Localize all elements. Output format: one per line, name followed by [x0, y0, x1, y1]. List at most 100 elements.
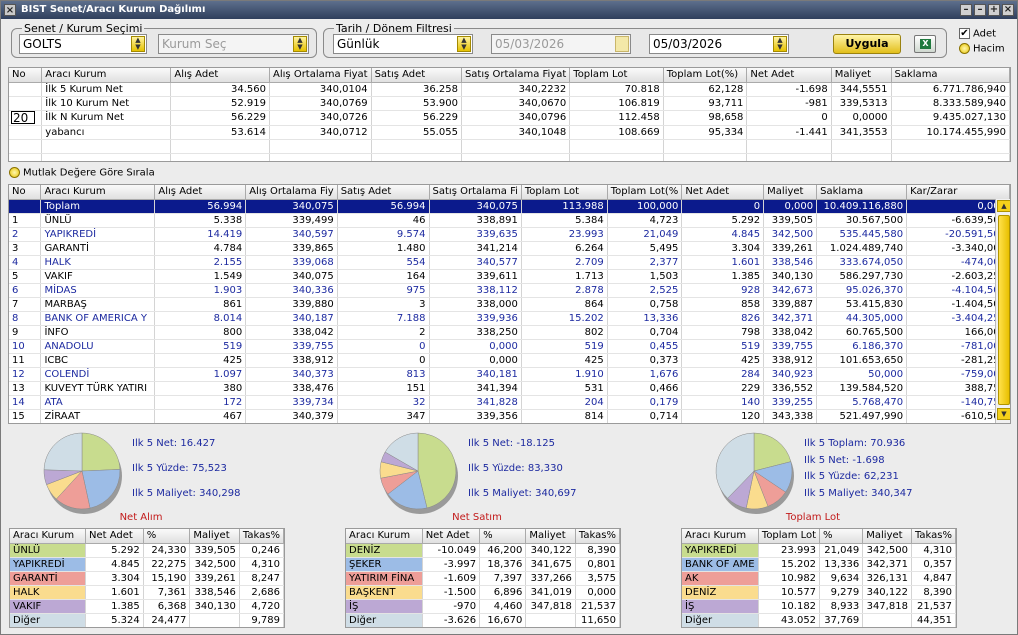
column-header[interactable]: Aracı Kurum — [41, 68, 172, 83]
column-header[interactable]: Saklama — [816, 185, 908, 200]
column-header[interactable]: Saklama — [891, 68, 1010, 83]
table-row[interactable]: GARANTİ 3.304 15,190 339,261 8,247 — [10, 571, 284, 586]
main-grid[interactable]: No Aracı Kurum Alış Adet Alış Ortalama Fiy S… — [8, 184, 1011, 424]
column-header[interactable]: Kar/Zarar — [906, 185, 1010, 200]
column-header[interactable]: Takas% — [239, 529, 284, 544]
table-row[interactable]: 5 VAKIF 1.549 340,075 164 339,611 1.713 1,503 1.… — [9, 269, 1010, 284]
end-date-field[interactable]: 05/03/2026 ▲ ▼ — [649, 34, 789, 54]
column-header[interactable]: % — [819, 529, 864, 544]
period-select[interactable]: Günlük ▲ ▼ — [333, 34, 473, 54]
table-row[interactable]: BAŞKENT -1.500 6,896 341,019 0,000 — [346, 585, 620, 600]
table-row[interactable]: 11 ICBC 425 338,912 0 0,000 425 0,373 425 338,912… — [9, 353, 1010, 368]
summary-row[interactable]: İlk 5 Kurum Net 34.560 340,0104 36.258 340,2… — [9, 82, 1010, 97]
table-row[interactable]: BANK OF AME 15.202 13,336 342,371 0,357 — [682, 557, 956, 572]
column-header[interactable]: Net Adet — [746, 68, 832, 83]
column-header[interactable]: Net Adet — [422, 529, 481, 544]
close-window-icon[interactable]: × — [1002, 4, 1014, 16]
chevron-updown-icon[interactable]: ▲ ▼ — [773, 36, 787, 52]
column-header[interactable]: Takas% — [911, 529, 956, 544]
table-row[interactable]: HALK 1.601 7,361 338,546 2,686 — [10, 585, 284, 600]
chevron-updown-icon[interactable]: ▲ ▼ — [131, 36, 145, 52]
table-row[interactable]: ŞEKER -3.997 18,376 341,675 0,801 — [346, 557, 620, 572]
column-header[interactable]: Alış Ortalama Fiyat — [269, 68, 372, 83]
table-row[interactable]: Diğer -3.626 16,670 11,650 — [346, 613, 620, 627]
column-header[interactable]: Aracı Kurum — [682, 529, 759, 544]
table-row[interactable]: 3 GARANTİ 4.784 339,865 1.480 341,214 6.264 5,4… — [9, 241, 1010, 256]
start-date-field[interactable]: 05/03/2026 — [491, 34, 631, 54]
summary-row[interactable]: İlk 10 Kurum Net 52.919 340,0769 53.900 340,… — [9, 96, 1010, 111]
column-header[interactable]: Toplam Lot(% — [607, 185, 683, 200]
column-header[interactable]: No — [9, 185, 42, 200]
chevron-updown-icon[interactable]: ▲ ▼ — [293, 36, 307, 52]
column-header[interactable]: Net Adet — [85, 529, 144, 544]
kurum-select[interactable]: Kurum Seç ▲ ▼ — [158, 34, 309, 54]
scroll-thumb[interactable] — [998, 215, 1010, 405]
column-header[interactable]: Maliyet — [831, 68, 892, 83]
column-header[interactable]: Maliyet — [862, 529, 912, 544]
table-row[interactable]: 7 MARBAŞ 861 339,880 3 338,000 864 0,758 858 339,… — [9, 297, 1010, 312]
column-header[interactable]: Satış Ortalama Fiyat — [461, 68, 571, 83]
column-header[interactable]: Toplam Lot(%) — [663, 68, 748, 83]
column-header[interactable]: Satış Adet — [371, 68, 462, 83]
table-row[interactable]: YAPIKREDİ 4.845 22,275 342,500 4,310 — [10, 557, 284, 572]
scroll-up-icon[interactable]: ▲ — [997, 200, 1010, 212]
table-row[interactable]: 6 MİDAS 1.903 340,336 975 338,112 2.878 2,525 92… — [9, 283, 1010, 298]
table-row[interactable]: ÜNLÜ 5.292 24,330 339,505 0,246 — [10, 543, 284, 558]
column-header[interactable]: Maliyet — [189, 529, 240, 544]
table-row[interactable]: DENİZ 10.577 9,279 340,122 8,390 — [682, 585, 956, 600]
summary-row[interactable]: yabancı 53.614 340,0712 55.055 340,1048 108.6… — [9, 125, 1010, 140]
chevron-updown-icon[interactable]: ▲ ▼ — [457, 36, 471, 52]
scroll-down-icon[interactable]: ▼ — [997, 408, 1010, 420]
n-input[interactable]: 20 — [9, 110, 43, 126]
column-header[interactable]: Alış Adet — [154, 185, 247, 200]
panel-grid[interactable]: Aracı Kurum Net Adet% Maliyet Takas% DENİZ -1… — [345, 528, 621, 628]
table-row[interactable]: 4 HALK 2.155 339,068 554 340,577 2.709 2,377 1.6… — [9, 255, 1010, 270]
column-header[interactable]: Maliyet — [525, 529, 576, 544]
table-row[interactable]: YATIRIM FİNA -1.609 7,397 337,266 3,575 — [346, 571, 620, 586]
apply-button[interactable]: Uygula — [833, 34, 901, 54]
table-row[interactable]: 12 COLENDİ 1.097 340,373 813 340,181 1.910 1,67… — [9, 367, 1010, 382]
table-row[interactable]: YAPIKREDİ 23.993 21,049 342,500 4,310 — [682, 543, 956, 558]
column-header[interactable]: Aracı Kurum — [10, 529, 86, 544]
column-header[interactable]: Satış Ortalama Fi — [429, 185, 522, 200]
panel-grid[interactable]: Aracı Kurum Net Adet% Maliyet Takas% ÜNLÜ 5.2… — [9, 528, 285, 628]
restore-icon[interactable]: – — [974, 4, 986, 16]
column-header[interactable]: Net Adet — [681, 185, 765, 200]
summary-row[interactable]: 20 İlk N Kurum Net 56.229 340,0726 56.229 340… — [9, 110, 1010, 126]
summary-grid[interactable]: No Aracı Kurum Alış Adet Alış Ortalama Fiya… — [8, 67, 1011, 162]
adet-checkbox[interactable]: ✔ Adet — [959, 28, 996, 40]
table-row[interactable]: 2 YAPIKREDİ 14.419 340,597 9.574 339,635 23.99… — [9, 227, 1010, 242]
column-header[interactable]: Aracı Kurum — [40, 185, 156, 200]
table-row[interactable]: 9 İNFO 800 338,042 2 338,250 802 0,704 798 338,04… — [9, 325, 1010, 340]
table-row[interactable]: 10 ANADOLU 519 339,755 0 0,000 519 0,455 519 339,… — [9, 339, 1010, 354]
table-row[interactable]: 1 ÜNLÜ 5.338 339,499 46 338,891 5.384 4,723 5.29… — [9, 213, 1010, 228]
table-row[interactable]: DENİZ -10.049 46,200 340,122 8,390 — [346, 543, 620, 558]
column-header[interactable]: % — [143, 529, 191, 544]
column-header[interactable]: Toplam Lot — [569, 68, 664, 83]
table-row[interactable]: 15 ZİRAAT 467 340,379 347 339,356 814 0,714 120 3… — [9, 409, 1010, 423]
column-header[interactable]: Maliyet — [763, 185, 818, 200]
table-row[interactable]: Diğer 5.324 24,477 9,789 — [10, 613, 284, 627]
senet-select[interactable]: GOLTS ▲ ▼ — [19, 34, 147, 54]
hacim-radio[interactable]: Hacim — [959, 43, 1005, 55]
table-row[interactable]: 14 ATA 172 339,734 32 341,828 204 0,179 140 339,2… — [9, 395, 1010, 410]
sort-radio[interactable]: Mutlak Değere Göre Sırala — [9, 167, 155, 179]
table-row[interactable]: Diğer 43.052 37,769 44,351 — [682, 613, 956, 627]
maximize-icon[interactable]: + — [988, 4, 1000, 16]
table-row[interactable]: İŞ 10.182 8,933 347,818 21,537 — [682, 599, 956, 614]
table-row[interactable]: 8 BANK OF AMERICA Y 8.014 340,187 7.188 339,9… — [9, 311, 1010, 326]
close-icon[interactable]: × — [4, 4, 16, 16]
column-header[interactable]: Alış Ortalama Fiy — [245, 185, 338, 200]
excel-export-button[interactable]: X — [914, 35, 936, 53]
table-row[interactable]: VAKIF 1.385 6,368 340,130 4,720 — [10, 599, 284, 614]
column-header[interactable]: No — [9, 68, 43, 83]
table-row[interactable]: 13 KUVEYT TÜRK YATIRI 380 338,476 151 341,394… — [9, 381, 1010, 396]
column-header[interactable]: Toplam Lot — [758, 529, 821, 544]
column-header[interactable]: Aracı Kurum — [346, 529, 423, 544]
calendar-icon[interactable] — [615, 36, 629, 52]
column-header[interactable]: Alış Adet — [170, 68, 271, 83]
column-header[interactable]: Satış Adet — [337, 185, 430, 200]
minimize-icon[interactable]: – — [960, 4, 972, 16]
column-header[interactable]: Takas% — [575, 529, 620, 544]
column-header[interactable]: % — [479, 529, 527, 544]
